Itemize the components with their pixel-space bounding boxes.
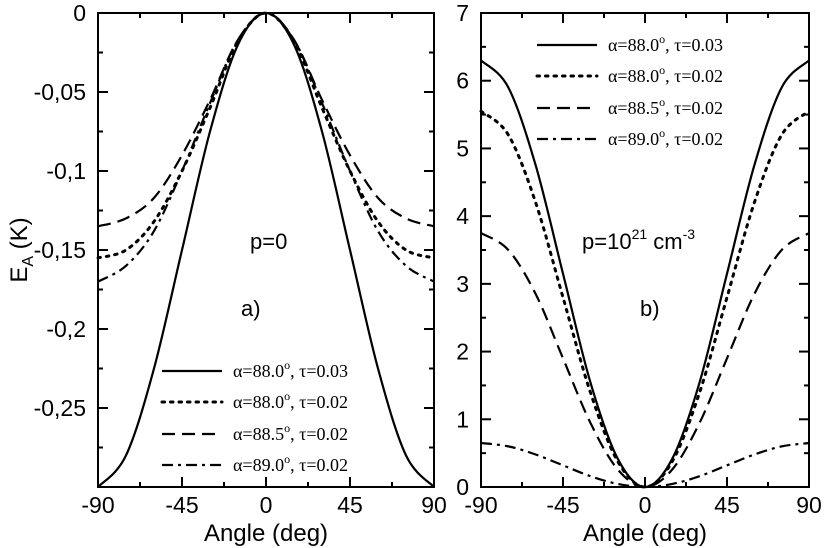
legend-main: α=88.0	[233, 361, 284, 381]
legend-tail: , τ=0.03	[665, 35, 723, 55]
panel-b-x-tick-label: -90	[464, 492, 497, 518]
legend-tail: , τ=0.02	[290, 392, 348, 412]
legend-tail: , τ=0.02	[665, 129, 723, 149]
legend-degree: o	[659, 32, 665, 46]
y-axis-title-main: E	[6, 267, 33, 283]
legend-degree: o	[284, 452, 290, 466]
panel-a-y-tick-label: -0,25	[34, 395, 86, 421]
y-axis-title-sub: A	[20, 256, 37, 267]
panel-a-x-axis-title: Angle (deg)	[204, 520, 328, 547]
panel-a-y-tick-label: -0,2	[46, 316, 86, 342]
panel-a-y-tick-label: -0,15	[34, 237, 86, 263]
panel-b-legend: α=88.0o, τ=0.03 α=88.0o, τ=0.02 α=88.5o,…	[535, 32, 723, 149]
legend-main: α=88.5	[233, 424, 284, 444]
panel-a: -90 -45 0 45 90 0 -0,05 -0,1 -0,15 -0,2 -0,25 Angl…	[6, 0, 447, 547]
p-exponent: 21	[632, 226, 648, 242]
panel-b-y-tick-label: 5	[456, 135, 469, 161]
p-main: p=10	[582, 229, 632, 254]
legend-degree: o	[284, 358, 290, 372]
panel-a-legend-entry: α=89.0o, τ=0.02	[233, 452, 348, 475]
legend-main: α=88.0	[608, 66, 659, 86]
panel-b-x-tick-label: 45	[714, 492, 740, 518]
panel-b-y-tick-label: 7	[456, 0, 469, 26]
panel-a-legend-entry: α=88.5o, τ=0.02	[233, 421, 348, 444]
panel-a-series-dotted-line	[96, 11, 436, 260]
legend-main: α=89.0	[233, 455, 284, 475]
panel-b-y-tick-label: 0	[456, 474, 469, 500]
legend-main: α=89.0	[608, 129, 659, 149]
legend-degree: o	[659, 95, 665, 109]
legend-degree: o	[284, 389, 290, 403]
legend-tail: , τ=0.02	[665, 66, 723, 86]
panel-a-y-tick-label: -0,05	[34, 79, 86, 105]
panel-b-legend-entry: α=88.0o, τ=0.02	[608, 63, 723, 86]
p-unit: cm	[647, 229, 682, 254]
panel-a-x-tick-label: -90	[81, 492, 114, 518]
legend-main: α=88.0	[233, 392, 284, 412]
panel-b-y-tick-label: 6	[456, 68, 469, 94]
y-axis-title-unit: (K)	[6, 217, 33, 256]
panel-a-x-tick-label: -45	[165, 492, 198, 518]
panel-b-series-solid-line	[480, 59, 810, 489]
legend-degree: o	[659, 126, 665, 140]
panel-a-series-dashdot-line	[97, 11, 435, 283]
panel-b-y-tick-label: 2	[456, 339, 469, 365]
panel-a-annotation-p: p=0	[250, 229, 287, 254]
panel-a-legend: α=88.0o, τ=0.03 α=88.0o, τ=0.02 α=88.5o,…	[160, 358, 348, 475]
panel-b-x-tick-label: 90	[796, 492, 822, 518]
legend-tail: , τ=0.03	[290, 361, 348, 381]
panel-b-x-tick-label: -45	[546, 492, 579, 518]
panel-a-legend-entry: α=88.0o, τ=0.03	[233, 358, 348, 381]
legend-main: α=88.5	[608, 98, 659, 118]
panel-b-curves	[479, 59, 811, 489]
panel-a-y-axis-title: EA (K)	[6, 217, 37, 282]
panel-a-series-dashed-line	[97, 11, 435, 228]
panel-b-y-tick-label: 1	[456, 406, 469, 432]
panel-a-y-tick-label: -0,1	[46, 158, 86, 184]
panel-b-legend-entry: α=88.5o, τ=0.02	[608, 95, 723, 118]
panel-a-ticks: -90 -45 0 45 90 0 -0,05 -0,1 -0,15 -0,2 -0,25	[34, 0, 447, 518]
legend-degree: o	[659, 63, 665, 77]
p-unit-exponent: -3	[683, 226, 696, 242]
legend-main: α=88.0	[608, 35, 659, 55]
panel-b-x-tick-label: 0	[639, 492, 652, 518]
legend-tail: , τ=0.02	[290, 424, 348, 444]
legend-degree: o	[284, 421, 290, 435]
legend-tail: , τ=0.02	[665, 98, 723, 118]
panel-b-x-axis-title: Angle (deg)	[583, 520, 707, 547]
panel-a-x-tick-label: 45	[337, 492, 363, 518]
panel-b-legend-entry: α=88.0o, τ=0.03	[608, 32, 723, 55]
panel-b-label: b)	[640, 296, 660, 321]
panel-a-x-tick-label: 90	[421, 492, 447, 518]
panel-b-y-tick-label: 4	[456, 203, 469, 229]
panel-a-legend-entry: α=88.0o, τ=0.02	[233, 389, 348, 412]
panel-b-annotation-p: p=1021 cm-3	[582, 226, 695, 254]
legend-tail: , τ=0.02	[290, 455, 348, 475]
panel-a-y-tick-label: 0	[73, 0, 86, 26]
panel-b-legend-entry: α=89.0o, τ=0.02	[608, 126, 723, 149]
panel-a-x-tick-label: 0	[260, 492, 273, 518]
panel-a-label: a)	[241, 296, 261, 321]
panel-b-y-tick-label: 3	[456, 271, 469, 297]
panel-b-series-dashed-line	[480, 232, 810, 489]
